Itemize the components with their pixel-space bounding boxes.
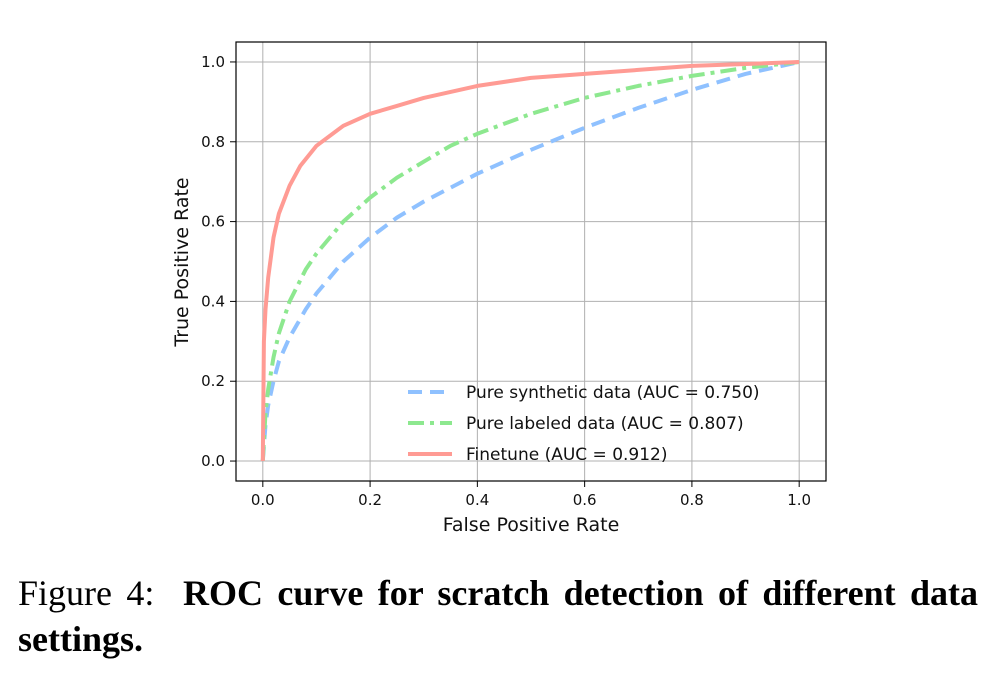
series-line-2 xyxy=(260,60,800,462)
plot-frame xyxy=(235,41,827,482)
series-group xyxy=(260,60,800,462)
x-tick-label: 0.6 xyxy=(573,491,597,509)
y-tick-label: 0.8 xyxy=(201,133,225,151)
axis-ticks: 0.0 0.2 0.4 0.6 0.8 1.0 0.0 0.2 0.4 0.6 0.8 1.0 xyxy=(201,53,811,509)
y-tick-label: 1.0 xyxy=(201,53,225,71)
y-tick-label: 0.6 xyxy=(201,213,225,231)
y-axis-label: True Positive Rate xyxy=(171,177,193,347)
roc-chart: 0.0 0.2 0.4 0.6 0.8 1.0 0.0 0.2 0.4 0.6 0.8 1.0 Pur… xyxy=(171,41,827,536)
x-axis-label: False Positive Rate xyxy=(443,514,620,536)
legend-label-2: Pure labeled data (AUC = 0.807) xyxy=(466,414,744,434)
x-tick-label: 1.0 xyxy=(787,491,811,509)
x-tick-label: 0.8 xyxy=(680,491,704,509)
legend: Pure synthetic data (AUC = 0.750) Pure la… xyxy=(408,383,760,465)
y-tick-label: 0.4 xyxy=(201,292,225,310)
legend-label-3: Finetune (AUC = 0.912) xyxy=(466,445,668,465)
series-line-1 xyxy=(260,60,800,462)
y-tick-label: 0.2 xyxy=(201,372,225,390)
x-tick-label: 0.4 xyxy=(465,491,489,509)
series-line-3 xyxy=(260,60,800,462)
x-tick-label: 0.2 xyxy=(358,491,382,509)
y-tick-label: 0.0 xyxy=(201,452,225,470)
grid-lines xyxy=(236,42,826,481)
legend-label-1: Pure synthetic data (AUC = 0.750) xyxy=(466,383,760,403)
caption-label: Figure 4: xyxy=(18,573,155,613)
x-tick-label: 0.0 xyxy=(251,491,275,509)
caption-text: ROC curve for scratch detection of diffe… xyxy=(18,573,978,659)
figure-caption: Figure 4: ROC curve for scratch detectio… xyxy=(18,570,978,662)
